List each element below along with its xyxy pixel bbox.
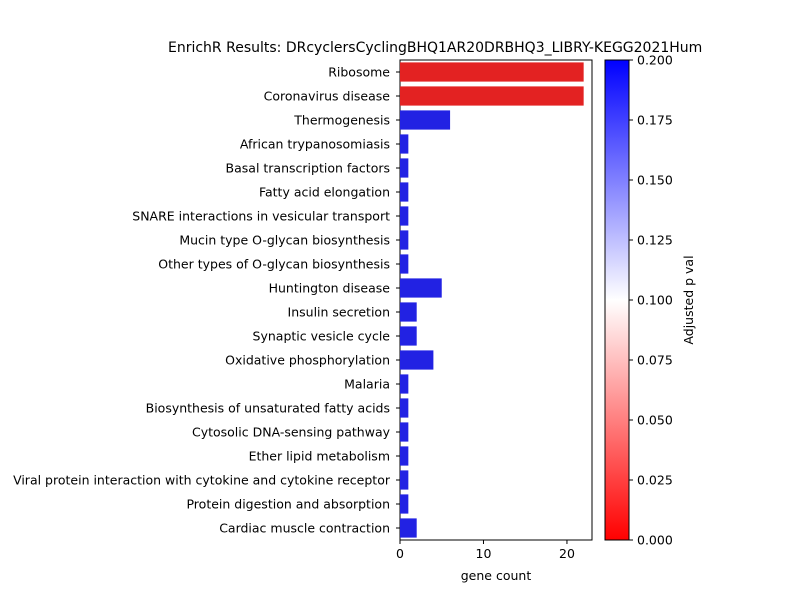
- bar: [400, 398, 409, 418]
- y-tick-label: Thermogenesis: [293, 113, 390, 128]
- bar: [400, 494, 409, 514]
- y-tick-label: Mucin type O-glycan biosynthesis: [179, 233, 390, 248]
- bar: [400, 134, 409, 154]
- bar: [400, 254, 409, 274]
- y-tick-label: African trypanosomiasis: [240, 137, 390, 152]
- colorbar-tick-label: 0.100: [637, 293, 673, 308]
- y-tick-label: Biosynthesis of unsaturated fatty acids: [146, 401, 390, 416]
- y-tick-label: Synaptic vesicle cycle: [253, 329, 391, 344]
- plot-frame: [399, 59, 593, 541]
- bar: [400, 110, 451, 130]
- bar: [400, 182, 409, 202]
- bar: [400, 86, 584, 106]
- y-tick-label: Insulin secretion: [288, 305, 390, 320]
- chart-title: EnrichR Results: DRcyclersCyclingBHQ1AR2…: [168, 40, 702, 56]
- y-tick-label: Cytosolic DNA-sensing pathway: [192, 425, 391, 440]
- colorbar-tick-label: 0.075: [637, 353, 673, 368]
- bar: [400, 230, 409, 250]
- bar: [400, 158, 409, 178]
- bar: [400, 62, 584, 82]
- colorbar-tick-label: 0.200: [637, 53, 673, 68]
- y-tick-label: Cardiac muscle contraction: [219, 521, 390, 536]
- colorbar-tick-label: 0.125: [637, 233, 673, 248]
- y-tick-label: Malaria: [344, 377, 390, 392]
- colorbar-tick-label: 0.000: [637, 533, 673, 548]
- x-tick-label: 10: [476, 546, 492, 561]
- y-tick-label: Ribosome: [328, 65, 390, 80]
- bar: [400, 350, 434, 370]
- bar: [400, 470, 409, 490]
- y-tick-label: Other types of O-glycan biosynthesis: [158, 257, 390, 272]
- colorbar: [604, 59, 630, 541]
- y-tick-label: Coronavirus disease: [264, 89, 391, 104]
- x-axis-label: gene count: [461, 568, 532, 583]
- bar: [400, 278, 442, 298]
- bar: [400, 206, 409, 226]
- colorbar-label: Adjusted p val: [681, 255, 696, 344]
- y-tick-label: Ether lipid metabolism: [249, 449, 390, 464]
- y-tick-label: Fatty acid elongation: [259, 185, 390, 200]
- y-tick-label: Basal transcription factors: [226, 161, 390, 176]
- bar: [400, 374, 409, 394]
- colorbar-tick-label: 0.150: [637, 173, 673, 188]
- y-tick-label: SNARE interactions in vesicular transpor…: [132, 209, 390, 224]
- y-tick-label: Huntington disease: [269, 281, 391, 296]
- bar: [400, 326, 417, 346]
- bar: [400, 302, 417, 322]
- bar: [400, 518, 417, 538]
- y-tick-label: Viral protein interaction with cytokine …: [13, 473, 391, 488]
- colorbar-tick-label: 0.175: [637, 113, 673, 128]
- y-tick-label: Oxidative phosphorylation: [225, 353, 390, 368]
- bar: [400, 446, 409, 466]
- x-tick-label: 0: [396, 546, 404, 561]
- x-tick-label: 20: [559, 546, 575, 561]
- colorbar-tick-label: 0.050: [637, 413, 673, 428]
- bar: [400, 422, 409, 442]
- colorbar-tick-label: 0.025: [637, 473, 673, 488]
- y-tick-label: Protein digestion and absorption: [186, 497, 390, 512]
